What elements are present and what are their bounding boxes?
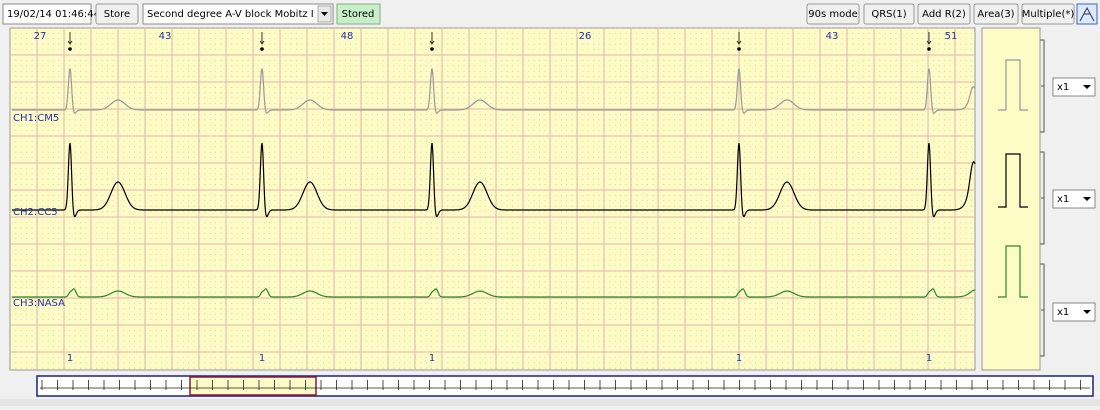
status: Stored (342, 9, 375, 20)
gain-arrow (1083, 310, 1091, 314)
calibration-pulse (998, 245, 1028, 298)
channel-label: CH2:CC5 (13, 207, 58, 218)
overview-trace (40, 380, 1090, 390)
status-bar (0, 399, 1100, 406)
gain-select[interactable] (1052, 302, 1096, 322)
gain[interactable]: x1 (1057, 307, 1069, 318)
beat-label: 1 (259, 353, 265, 364)
gain[interactable]: x1 (1057, 194, 1069, 205)
datetime: 19/02/14 01:46:44 (7, 9, 100, 20)
store-button[interactable] (95, 3, 139, 25)
beat-label: 1 (67, 353, 73, 364)
icon (1079, 6, 1095, 22)
beat-dot (430, 47, 434, 51)
beat-dot (927, 47, 931, 51)
tool-button[interactable] (863, 3, 915, 25)
calibration-panel (981, 27, 1041, 371)
gain-arrow (1083, 85, 1091, 89)
interval-label: 26 (579, 31, 592, 42)
beat-marker (736, 32, 742, 45)
interval-label: 43 (826, 31, 839, 42)
interval-label: 51 (945, 31, 958, 42)
scale-bracket (1040, 39, 1045, 133)
diagnosis[interactable]: Second degree A-V block Mobitz I (147, 9, 314, 20)
calibration-pulse (998, 59, 1028, 111)
tool-button-label[interactable]: Add R(2) (922, 9, 966, 20)
beat-marker (67, 32, 73, 45)
beat-label: 1 (429, 353, 435, 364)
beat-marker (429, 32, 435, 45)
gain-arrow (1083, 197, 1091, 201)
beat-label: 1 (926, 353, 932, 364)
diagnosis-select[interactable] (142, 3, 334, 25)
beat-dot (260, 47, 264, 51)
gain-select[interactable] (1052, 77, 1096, 97)
tool-button-label[interactable]: 90s mode (808, 9, 857, 20)
interval-label: 27 (34, 31, 47, 42)
tool-button[interactable] (1021, 3, 1075, 25)
tool-button[interactable] (806, 3, 860, 25)
beat-dot (68, 47, 72, 51)
dropdown-arrow (321, 12, 328, 16)
beat-marker (259, 32, 265, 45)
ecg-trace (12, 288, 975, 298)
tool-button-label[interactable]: Multiple(*) (1022, 9, 1075, 20)
beat-marker (926, 32, 932, 45)
tool-button-label[interactable]: QRS(1) (871, 9, 906, 20)
scale-bracket (1040, 151, 1045, 245)
datetime-box (2, 3, 92, 25)
tool-button-label[interactable]: Area(3) (977, 9, 1014, 20)
store-button-label[interactable]: Store (104, 9, 130, 20)
calibration-pulse (998, 153, 1028, 208)
channel-label: CH1:CM5 (13, 113, 59, 124)
channel-label: CH3:NASA (13, 298, 65, 309)
tool-button[interactable] (917, 3, 971, 25)
ecg-trace (12, 68, 976, 114)
interval-label: 43 (159, 31, 172, 42)
interval-label: 48 (341, 31, 354, 42)
gain-select[interactable] (1052, 189, 1096, 209)
tool-button[interactable] (973, 3, 1019, 25)
ecg-panel (9, 27, 976, 371)
grid-lines (10, 28, 975, 370)
gain[interactable]: x1 (1057, 82, 1069, 93)
beat-label: 1 (736, 353, 742, 364)
status-box (336, 3, 381, 25)
scale-bracket (1040, 263, 1045, 357)
overview-window (189, 376, 317, 396)
ecg-trace (12, 142, 976, 218)
beat-dot (737, 47, 741, 51)
